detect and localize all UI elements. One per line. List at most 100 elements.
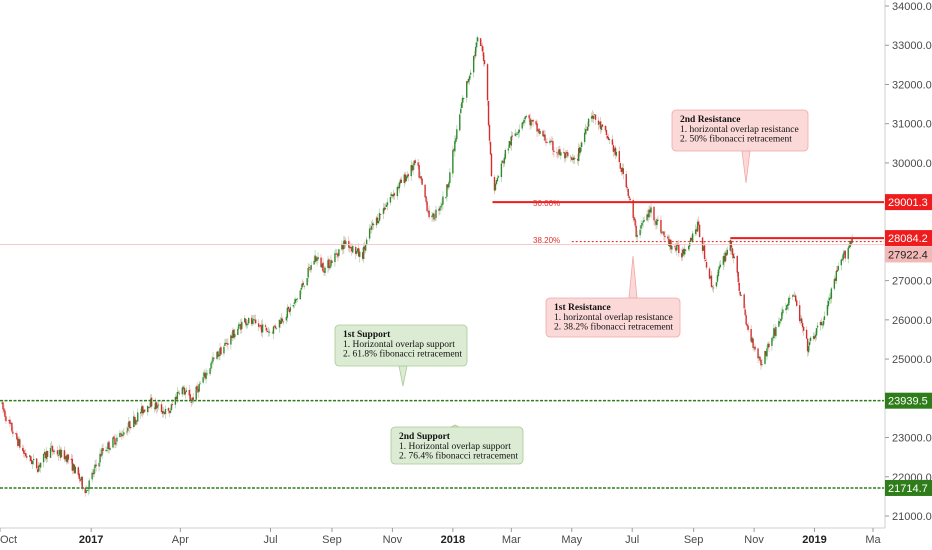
candle (259, 324, 262, 330)
candle (657, 215, 659, 222)
candle (302, 280, 304, 286)
candle (774, 326, 776, 337)
candle (219, 343, 221, 361)
candle (431, 212, 433, 222)
candle (515, 131, 517, 137)
candle (306, 278, 308, 286)
candle (490, 152, 493, 177)
candle (317, 252, 319, 262)
candle (400, 176, 403, 183)
callout-line: 2. 61.8% fibonacci retracement (343, 349, 462, 360)
candle (344, 236, 346, 249)
candle (608, 138, 611, 144)
candle (223, 345, 225, 357)
price-tag-bg (885, 479, 932, 496)
candle (365, 236, 368, 246)
candle (656, 217, 658, 229)
x-tick-label: Sep (684, 534, 704, 546)
candle (667, 234, 669, 241)
candle (307, 263, 309, 283)
candle (564, 151, 566, 164)
candle (202, 371, 204, 385)
candle (268, 328, 271, 337)
candle (177, 390, 180, 394)
candle (746, 323, 748, 330)
candle (310, 261, 312, 273)
candle (472, 55, 475, 78)
candle (224, 338, 226, 346)
candle (227, 338, 229, 351)
candle (454, 135, 456, 157)
candle (640, 219, 642, 234)
candle (425, 195, 427, 206)
price-tag-label: 28084.2 (888, 233, 928, 245)
candle (233, 328, 235, 339)
candle (758, 353, 760, 361)
candle (295, 299, 297, 304)
candle (91, 469, 93, 483)
candle (2, 400, 4, 414)
candle (210, 360, 212, 372)
candle (583, 127, 586, 145)
candle (74, 465, 77, 474)
candle (52, 449, 55, 455)
candle (445, 196, 447, 200)
candle (184, 387, 187, 399)
candle (35, 458, 38, 470)
candle (275, 327, 278, 330)
candle (798, 300, 801, 324)
x-tick-label: Nov (383, 534, 403, 546)
candle (482, 46, 485, 67)
candle (190, 397, 192, 408)
candle (368, 224, 371, 242)
candle (461, 98, 463, 109)
candle (237, 326, 239, 336)
candle (823, 311, 826, 324)
candle (341, 240, 343, 251)
y-tick-label: 31000.0 (892, 119, 932, 131)
candle (156, 402, 159, 413)
candle (421, 178, 423, 186)
candle (8, 419, 10, 424)
candle (767, 341, 769, 350)
candle (59, 446, 62, 461)
candle (489, 140, 492, 156)
candle (567, 149, 569, 159)
candle (781, 307, 783, 322)
candle (188, 385, 190, 399)
candle (717, 266, 720, 280)
candle (662, 231, 664, 234)
callout-line: 2. 50% fibonacci retracement (680, 134, 792, 145)
candle (72, 463, 75, 471)
candle (370, 220, 373, 234)
candle (327, 255, 329, 274)
candle (646, 210, 648, 221)
candle (557, 151, 559, 159)
candle (99, 448, 101, 467)
candle (620, 167, 623, 176)
candle (234, 328, 236, 341)
candle (161, 406, 164, 418)
candle (473, 50, 476, 61)
candle (531, 119, 533, 125)
candle (153, 403, 156, 413)
candle (827, 296, 830, 310)
candle (137, 408, 139, 425)
candle (274, 323, 277, 330)
candle (441, 198, 443, 211)
x-tick-label: 2019 (802, 534, 826, 546)
candle (452, 145, 454, 178)
candle (168, 407, 171, 417)
candle (474, 42, 477, 59)
candle (170, 402, 173, 412)
candle (130, 426, 132, 430)
candle (718, 261, 721, 274)
candle (322, 257, 324, 273)
candle (183, 385, 186, 396)
candle (426, 198, 428, 213)
candle (835, 266, 838, 285)
candle (787, 302, 789, 310)
candle (544, 130, 546, 143)
x-tick-label: Mar (502, 534, 521, 546)
